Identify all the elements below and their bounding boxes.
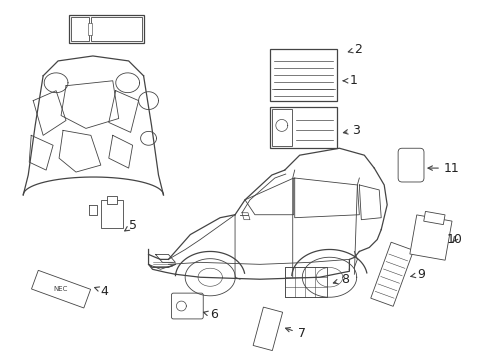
Text: 7: 7	[285, 327, 305, 340]
Text: 5: 5	[124, 219, 136, 232]
Bar	[71, 17, 89, 41]
FancyBboxPatch shape	[397, 148, 423, 182]
Text: 2: 2	[347, 42, 362, 55]
Bar	[409, 215, 451, 260]
Bar	[269, 49, 337, 100]
Bar	[284, 267, 326, 297]
FancyBboxPatch shape	[171, 293, 203, 319]
Bar	[271, 89, 335, 99]
Text: 9: 9	[410, 268, 424, 281]
Text: 4: 4	[95, 285, 108, 298]
Bar	[91, 17, 142, 41]
Text: 3: 3	[343, 124, 360, 137]
Text: 10: 10	[446, 233, 462, 246]
Bar	[69, 15, 143, 43]
Bar	[269, 107, 337, 148]
Bar	[31, 270, 90, 308]
Bar	[253, 307, 282, 351]
Bar	[106, 196, 117, 204]
Text: 6: 6	[203, 309, 218, 321]
Bar	[423, 211, 444, 225]
Bar	[370, 242, 413, 306]
Bar	[101, 200, 122, 228]
Text: NEC: NEC	[54, 286, 68, 292]
Text: 8: 8	[333, 273, 349, 286]
Text: 11: 11	[427, 162, 459, 175]
Bar	[88, 23, 92, 35]
Bar	[271, 109, 291, 146]
Text: 1: 1	[343, 74, 357, 87]
